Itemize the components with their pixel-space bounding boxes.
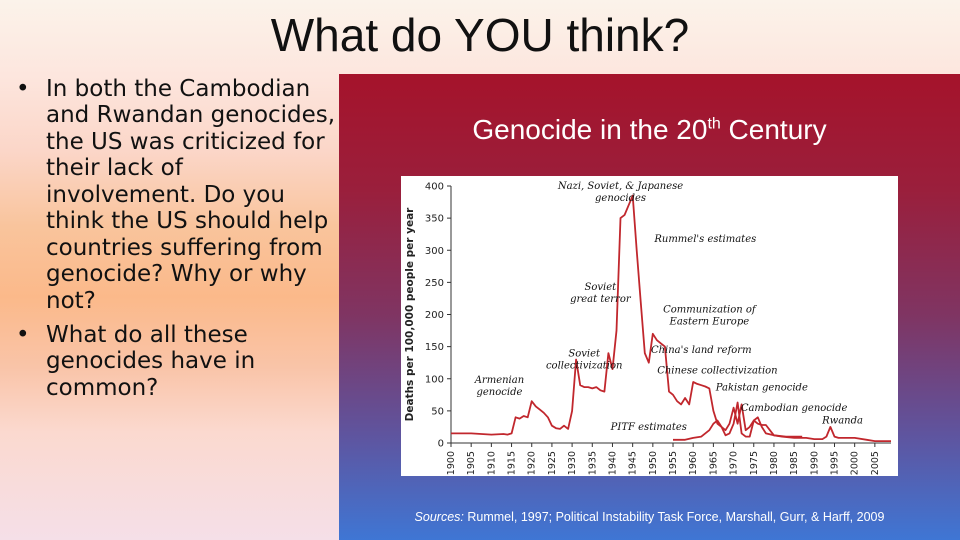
chart-annotation: PITF estimates [610, 422, 687, 433]
chart-title: Genocide in the 20th Century [339, 114, 960, 146]
annotation-line: Armenian [474, 375, 524, 386]
y-axis-label: Deaths per 100,000 people per year [404, 207, 416, 422]
chart-annotation: Rummel's estimates [653, 234, 756, 245]
annotation-line: genocide [476, 387, 522, 398]
chart-title-main: Genocide in the 20 [472, 114, 708, 145]
annotation-line: China's land reform [651, 345, 752, 356]
x-tick-label: 1945 [628, 451, 639, 475]
annotation-line: Nazi, Soviet, & Japanese [557, 181, 683, 192]
chart-annotation: Armenian genocide [474, 375, 524, 398]
x-tick-label: 1955 [668, 451, 679, 475]
annotation-line: PITF estimates [610, 422, 687, 433]
rummel-series-line [451, 194, 803, 438]
y-tick-label: 150 [425, 342, 444, 353]
annotation-line: Rummel's estimates [653, 234, 756, 245]
chart-annotation: Soviet great terror [570, 282, 632, 305]
x-tick-label: 1995 [829, 451, 840, 475]
y-tick-label: 100 [425, 374, 444, 385]
annotation-line: collectivization [546, 360, 623, 371]
chart-annotation: China's land reform [651, 345, 752, 356]
x-tick-label: 1950 [648, 451, 659, 475]
y-tick-label: 400 [425, 182, 444, 193]
x-tick-label: 1960 [688, 451, 699, 475]
chart-annotation: Pakistan genocide [715, 382, 808, 393]
x-tick-label: 1985 [789, 451, 800, 475]
chart-annotation: Communization of Eastern Europe [663, 305, 758, 328]
chart-svg: 0 50 100 150 200 250 300 350 400 1900 1905 1910 1915… [404, 181, 891, 475]
annotation-line: genocides [595, 193, 646, 204]
annotation-line: Pakistan genocide [715, 382, 808, 393]
chart-annotation: Soviet collectivization [546, 348, 623, 371]
x-tick-label: 1925 [547, 451, 558, 475]
slide-title: What do YOU think? [270, 9, 690, 61]
pitf-series-line [673, 401, 891, 443]
x-tick-label: 1965 [708, 451, 719, 475]
annotation-line: Cambodian genocide [741, 403, 848, 414]
x-tick-label: 2000 [850, 451, 861, 475]
x-tick-label: 1915 [507, 451, 518, 475]
chart-annotation: Chinese collectivization [657, 366, 777, 377]
x-tick-label: 1905 [466, 451, 477, 475]
y-tick-label: 250 [425, 278, 444, 289]
bullet-item: In both the Cambodian and Rwandan genoci… [10, 76, 340, 314]
x-tick-label: 1990 [809, 451, 820, 475]
plot-panel: 0 50 100 150 200 250 300 350 400 1900 1905 1910 1915… [401, 176, 898, 476]
chart-annotation: Rwanda [821, 416, 863, 427]
x-tick-label: 1920 [527, 451, 538, 475]
y-tick-label: 0 [438, 439, 444, 450]
annotation-line: great terror [570, 294, 632, 305]
x-tick-label: 1975 [749, 451, 760, 475]
chart-annotation: Cambodian genocide [741, 403, 848, 414]
bullet-item: What do all these genocides have in comm… [10, 322, 340, 401]
annotation-line: Rwanda [821, 416, 863, 427]
chart-annotation: Nazi, Soviet, & Japanese genocides [557, 181, 683, 204]
y-tick-label: 350 [425, 214, 444, 225]
sources-label: Sources: [414, 510, 464, 524]
x-tick-label: 1910 [486, 451, 497, 475]
chart-figure: Genocide in the 20th Century 0 50 100 150 20… [339, 74, 960, 540]
x-tick-label: 1900 [446, 451, 457, 475]
annotation-line: Eastern Europe [669, 317, 750, 328]
annotation-line: Soviet [585, 282, 618, 293]
x-tick-label: 2005 [870, 451, 881, 475]
bullet-list: In both the Cambodian and Rwandan genoci… [10, 76, 340, 409]
x-tick-label: 1935 [587, 451, 598, 475]
sources-note: Sources: Rummel, 1997; Political Instabi… [339, 510, 960, 526]
y-tick-label: 300 [425, 246, 444, 257]
y-tick-label: 50 [431, 406, 444, 417]
x-tick-label: 1940 [607, 451, 618, 475]
annotation-line: Communization of [663, 305, 758, 316]
chart-title-superscript: th [707, 115, 721, 133]
annotation-line: Soviet [568, 348, 601, 359]
chart-title-end: Century [720, 114, 827, 145]
x-tick-label: 1930 [567, 451, 578, 475]
y-tick-label: 200 [425, 310, 444, 321]
sources-text: Rummel, 1997; Political Instability Task… [463, 510, 885, 524]
x-tick-label: 1970 [729, 451, 740, 475]
annotation-line: Chinese collectivization [657, 366, 777, 377]
x-tick-label: 1980 [769, 451, 780, 475]
